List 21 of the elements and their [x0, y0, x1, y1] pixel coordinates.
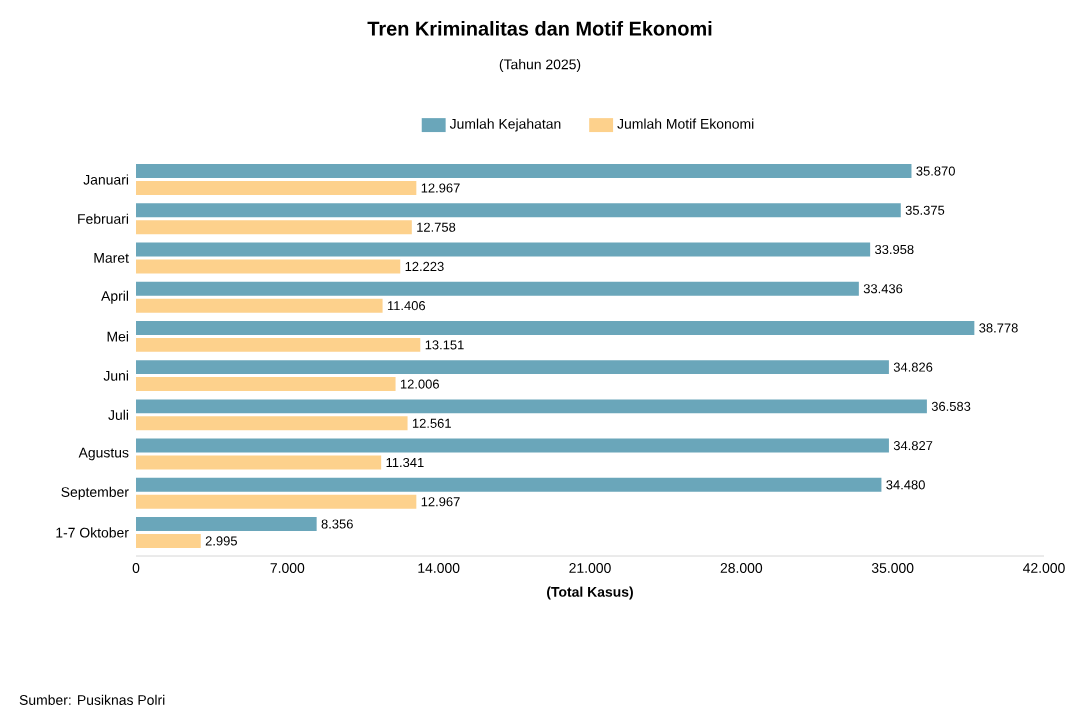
bar [136, 337, 421, 352]
bar [136, 298, 383, 313]
bar [136, 242, 871, 257]
bar [136, 320, 975, 335]
bar [136, 477, 882, 492]
bar [136, 455, 382, 470]
bar [136, 220, 412, 235]
bar [136, 281, 859, 296]
bar [136, 399, 927, 414]
bar [136, 438, 889, 453]
bar [136, 533, 201, 548]
bar [136, 360, 889, 375]
bar [136, 203, 901, 218]
chart-title: Tren Kriminalitas dan Motif Ekonomi [367, 21, 712, 36]
bar [136, 377, 396, 392]
bar [136, 494, 417, 509]
bar [136, 517, 317, 531]
bar [136, 259, 401, 274]
bar [136, 164, 912, 179]
bar [136, 181, 417, 195]
bar [136, 416, 408, 431]
